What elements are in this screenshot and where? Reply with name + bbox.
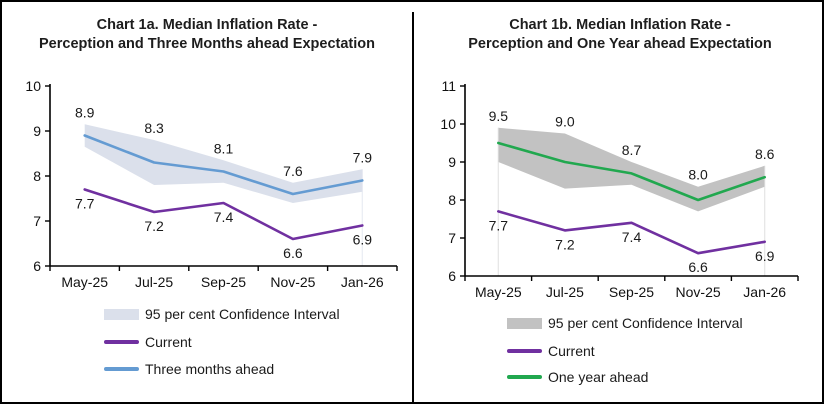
chart-1a-panel: Chart 1a. Median Inflation Rate - Percep… — [2, 2, 412, 402]
series-line-current — [83, 188, 364, 241]
y-tick-label: 7 — [33, 213, 41, 229]
data-label: 6.6 — [688, 259, 708, 275]
chart-1b-panel: Chart 1b. Median Inflation Rate - Percep… — [415, 2, 822, 402]
data-label: 8.7 — [622, 142, 642, 158]
y-tick-label: 10 — [440, 116, 456, 132]
x-tick-label: Sep-25 — [201, 274, 246, 290]
data-label: 6.9 — [755, 248, 775, 264]
y-tick-label: 9 — [448, 154, 456, 170]
y-tick-label: 6 — [448, 268, 456, 284]
y-tick-label: 6 — [33, 258, 41, 274]
y-tick-label: 11 — [441, 78, 456, 94]
data-label: 7.2 — [144, 218, 164, 234]
y-tick-label: 10 — [25, 78, 41, 94]
series-line-one-year-ahead — [497, 141, 767, 202]
data-label: 7.7 — [489, 217, 509, 233]
panel-divider — [412, 12, 414, 402]
chart-1a-title-line2: Perception and Three Months ahead Expect… — [39, 36, 375, 52]
y-tick-label: 7 — [448, 230, 456, 246]
x-tick-label: Jan-26 — [341, 274, 384, 290]
chart-1a-plot: 7.7 7.2 7.4 6.6 6.9 8.9 8.3 8.1 7.6 7.9 6 7 8 9 10 May-… — [25, 78, 398, 290]
data-label: 7.7 — [75, 196, 95, 212]
x-tick-label: Sep-25 — [609, 284, 654, 300]
data-label: 7.6 — [283, 163, 303, 179]
chart-1b-plot: 7.7 7.2 7.4 6.6 6.9 9.5 9.0 8.7 8.0 8.6 6 7 8 9 10 11 Ma… — [440, 78, 799, 300]
data-label: 8.1 — [214, 140, 234, 156]
data-label: 7.2 — [555, 236, 575, 252]
data-label: 8.0 — [688, 167, 708, 183]
chart-1a-title-line1: Chart 1a. Median Inflation Rate - — [96, 17, 318, 33]
x-tick-label: Jul-25 — [135, 274, 173, 290]
confidence-band — [84, 124, 363, 203]
chart-1b-title-line2: Perception and One Year ahead Expectatio… — [468, 36, 772, 52]
x-tick-label: Jan-26 — [743, 284, 786, 300]
y-tick-label: 8 — [33, 168, 41, 184]
x-tick-label: May-25 — [475, 284, 522, 300]
x-tick-label: Nov-25 — [270, 274, 315, 290]
data-label: 7.9 — [353, 149, 373, 165]
data-label: 8.9 — [75, 104, 95, 120]
data-label: 7.4 — [214, 209, 234, 225]
y-tick-label: 9 — [33, 123, 41, 139]
data-label: 6.9 — [353, 232, 373, 248]
data-label: 9.0 — [555, 114, 575, 130]
y-tick-label: 8 — [448, 192, 456, 208]
data-label: 8.3 — [144, 120, 164, 136]
series-line-current — [497, 210, 767, 255]
chart-1b-title: Chart 1b. Median Inflation Rate - Percep… — [415, 16, 822, 54]
data-label: 8.6 — [755, 146, 775, 162]
series-line-three-months-ahead — [83, 134, 364, 196]
data-label: 6.6 — [283, 245, 303, 261]
x-tick-label: May-25 — [61, 274, 108, 290]
x-tick-label: Jul-25 — [546, 284, 584, 300]
chart-1b-title-line1: Chart 1b. Median Inflation Rate - — [509, 17, 731, 33]
data-label: 9.5 — [489, 108, 509, 124]
confidence-band — [498, 127, 765, 212]
x-tick-label: Nov-25 — [676, 284, 721, 300]
chart-1a-title: Chart 1a. Median Inflation Rate - Percep… — [2, 16, 412, 54]
data-label: 7.4 — [622, 229, 642, 245]
